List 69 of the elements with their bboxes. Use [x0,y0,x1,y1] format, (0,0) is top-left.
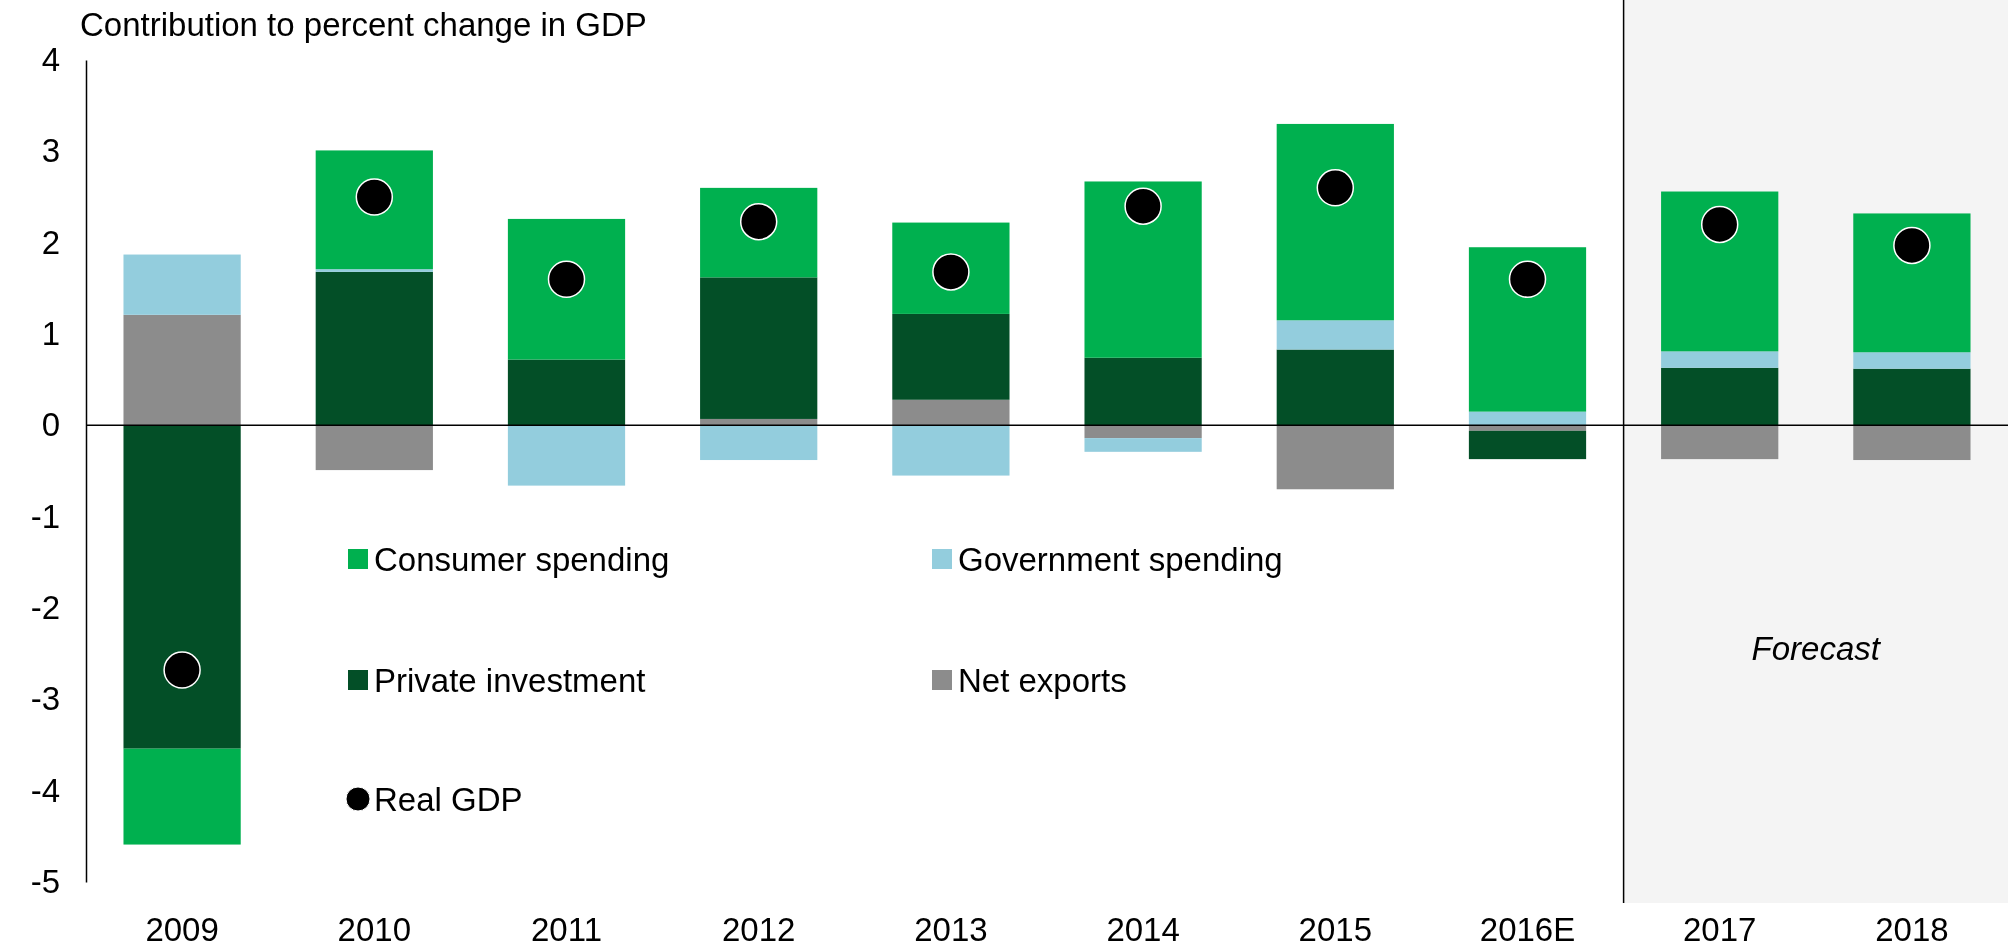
bar [700,425,818,461]
bar [1661,367,1779,426]
bar [315,269,433,272]
x-tick-label: 2012 [721,911,796,948]
bar [507,425,626,486]
bar [315,271,433,426]
y-tick-label: -2 [30,589,60,627]
x-tick-label: 2011 [531,911,602,948]
bar [1084,425,1202,439]
bar [1661,191,1779,352]
y-tick-label: 4 [41,41,60,79]
legend-label: Consumer spending [374,541,670,578]
legend-label: Private investment [374,662,646,699]
bar [700,418,818,426]
legend-label: Government spending [958,541,1283,578]
bar [315,150,433,270]
bar [507,359,626,426]
point [1700,205,1739,244]
y-tick-label: 0 [41,406,60,444]
legend-label: Net exports [958,662,1127,699]
y-tick-label: -1 [30,497,60,535]
point [1316,169,1355,207]
y-tick-label: -5 [30,863,60,901]
bar [1661,351,1779,368]
x-tick-label: 2014 [1106,911,1180,948]
bar [1276,349,1394,426]
bar [1661,425,1779,460]
bar [123,314,241,426]
x-tick-label: 2013 [914,911,988,948]
bar [1276,123,1394,321]
bar [123,254,241,315]
y-tick-label: 2 [41,223,60,261]
bar [892,313,1010,400]
x-tick-label: 2010 [337,911,412,948]
band-label: Forecast [1751,630,1882,667]
bar [1084,181,1202,358]
bar [892,425,1010,476]
legend-label: Real GDP [374,781,523,818]
point [1124,187,1162,225]
x-tick-label: 2016E [1479,911,1576,948]
x-tick-label: 2017 [1682,911,1757,948]
point [163,651,201,689]
bar [1853,213,1971,353]
bar [700,277,818,419]
bar [1084,357,1202,426]
y-tick-label: -3 [30,680,60,718]
bar [1084,438,1202,452]
bar [1468,247,1587,412]
point [1893,226,1931,265]
y-tick-label: -4 [30,771,60,809]
point [1508,260,1547,298]
bar [1468,411,1587,426]
bar [1853,368,1971,426]
bar [123,748,241,845]
bar [1276,320,1394,350]
bar [1468,430,1587,460]
chart-title: Contribution to percent change in GDP [80,6,647,43]
x-tick-label: 2015 [1298,911,1373,948]
bar [315,425,433,471]
bar [1276,425,1394,490]
x-tick-label: 2009 [145,911,219,948]
bar [892,399,1010,426]
y-tick-label: 3 [41,132,60,170]
bar [1853,352,1971,369]
x-tick-label: 2018 [1875,911,1949,948]
bar [123,425,241,749]
bar [507,218,626,360]
y-tick-label: 1 [41,315,60,353]
bar [1853,425,1971,461]
